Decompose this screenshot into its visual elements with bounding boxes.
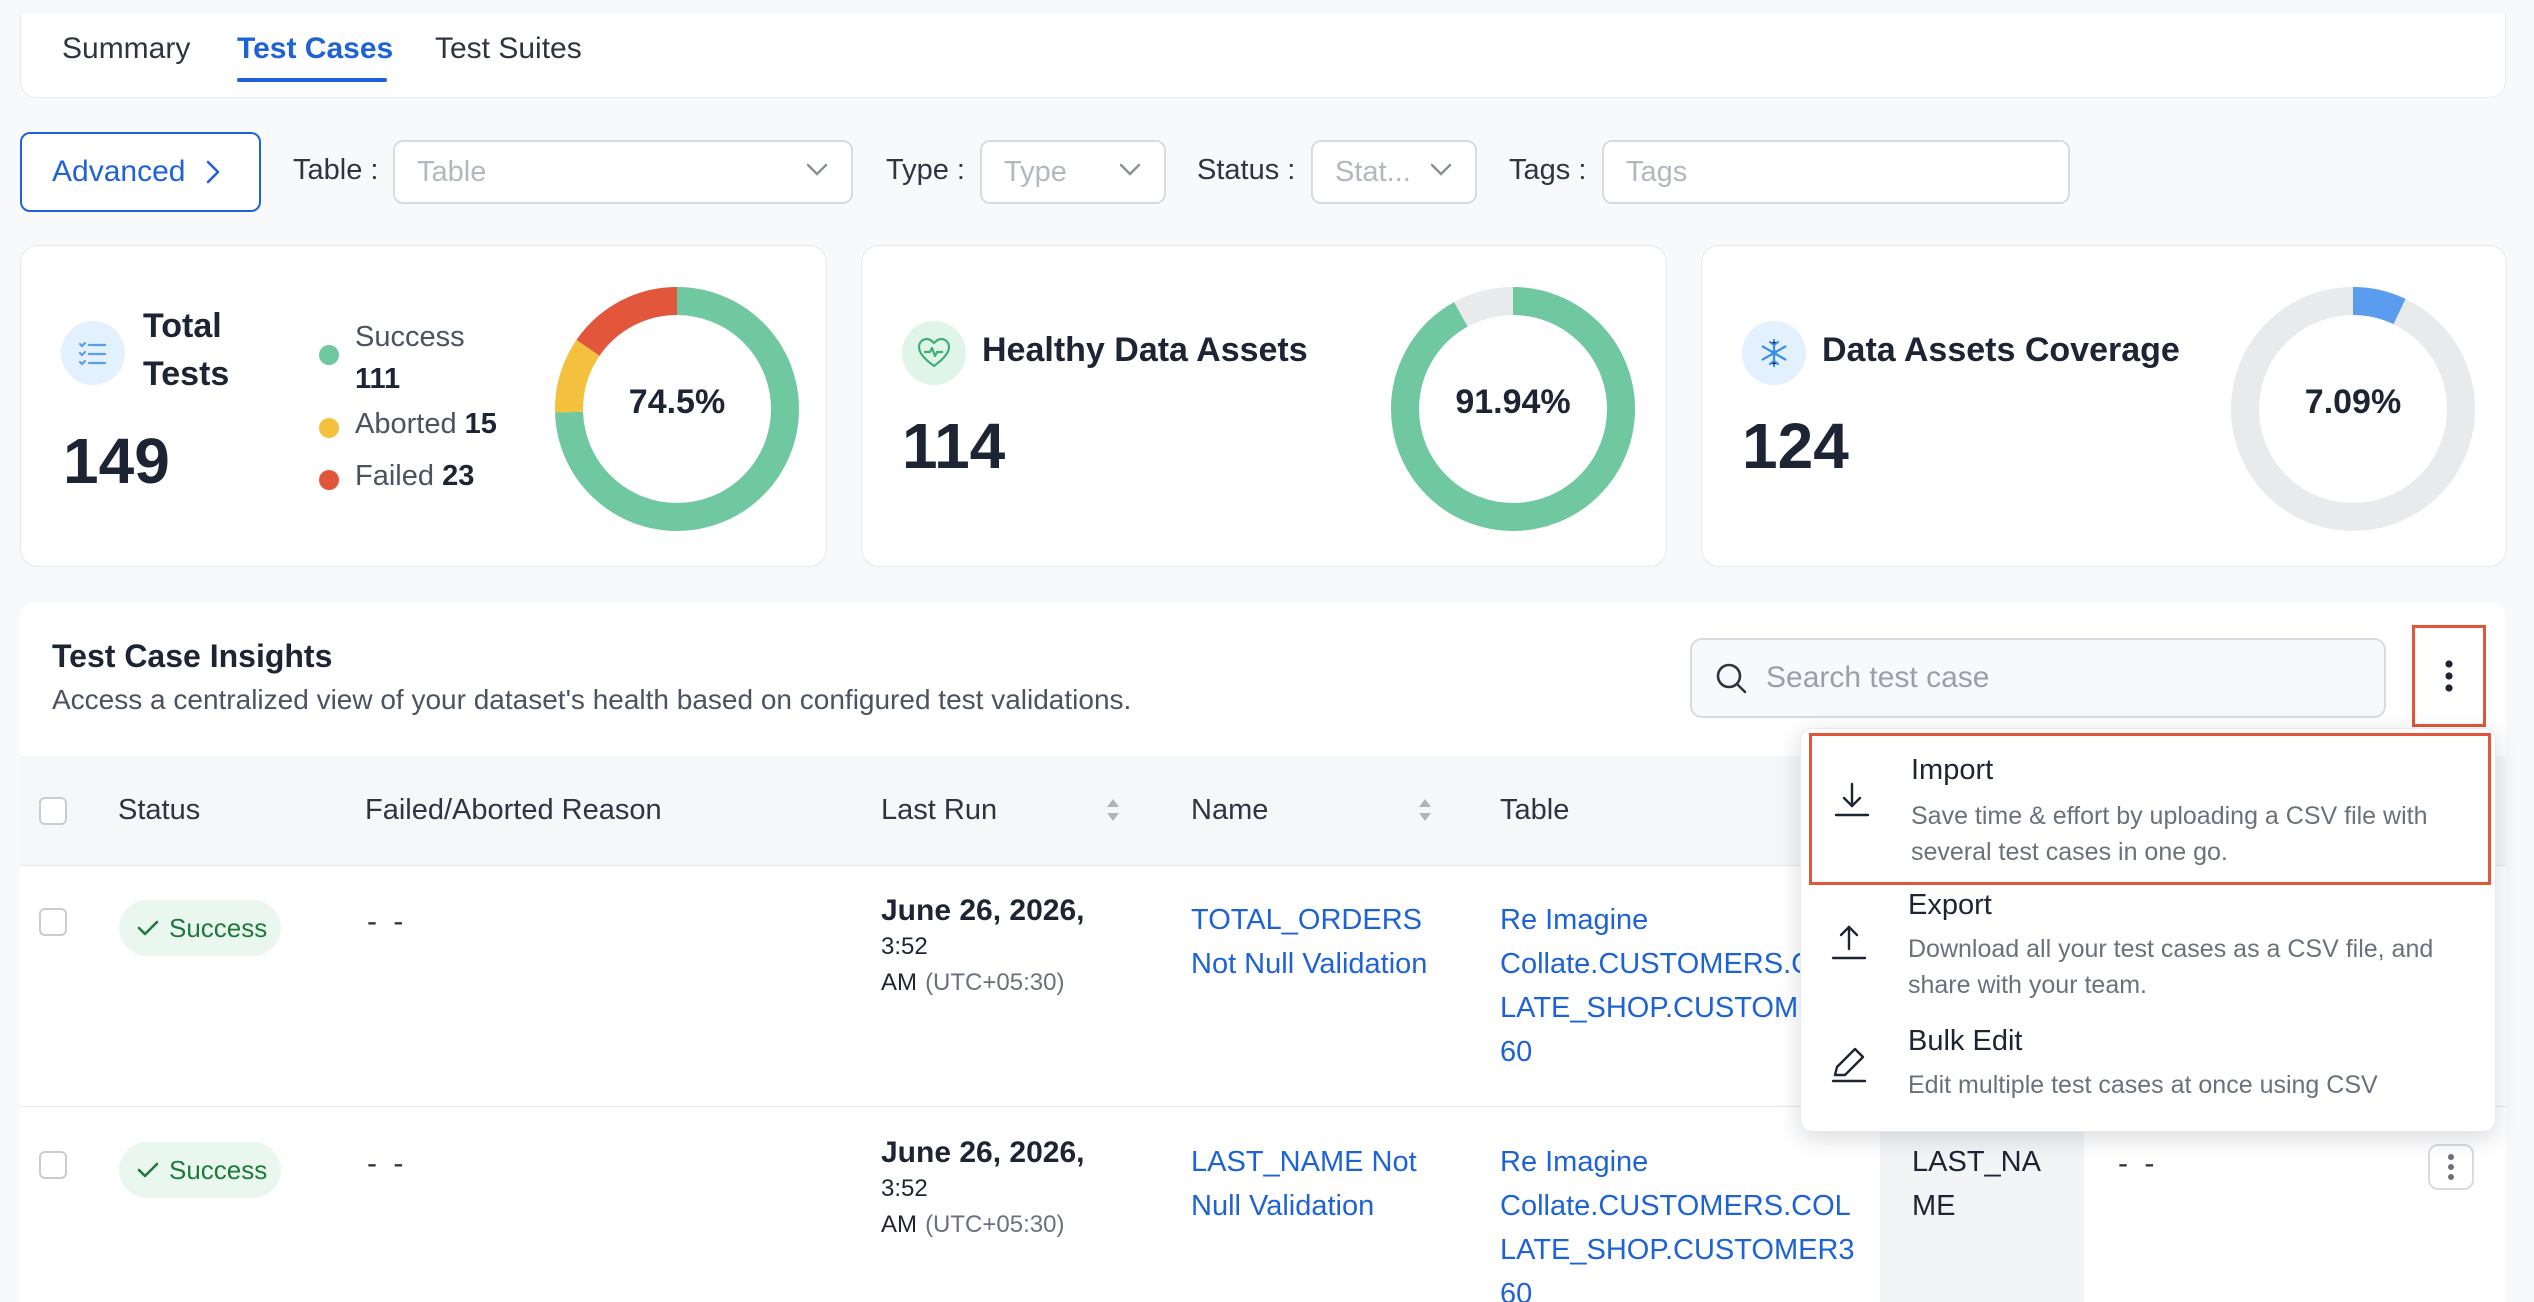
reason-cell: - -: [367, 905, 408, 938]
success-legend: Success 111: [355, 321, 465, 395]
pencil-icon: [1831, 1047, 1867, 1083]
row-checkbox[interactable]: [39, 908, 67, 936]
donut-coverage-segment: [2231, 287, 2475, 531]
coverage-value: 124: [1742, 410, 1849, 482]
tab-test-suites[interactable]: Test Suites: [435, 32, 582, 65]
total-tests-value: 149: [63, 425, 170, 497]
bulk-edit-title: Bulk Edit: [1908, 1025, 2023, 1057]
column-name-cell: LAST_NA ME: [1912, 1146, 2041, 1222]
advanced-button[interactable]: Advanced: [20, 132, 261, 212]
table-link[interactable]: Re Imagine Collate.CUSTOMERS.COL LATE_SHOP…: [1500, 1146, 1855, 1302]
coverage-percent: 7.09%: [2304, 383, 2402, 421]
last-run-column-header[interactable]: Last Run: [881, 794, 998, 826]
donut-aborted-segment: [555, 287, 799, 531]
table-filter-select[interactable]: Table: [393, 140, 853, 204]
row-checkbox[interactable]: [39, 1151, 67, 1179]
status-filter-label: Status :: [1197, 154, 1296, 186]
aborted-legend: Aborted 15: [355, 408, 497, 440]
tags-filter-input[interactable]: Tags: [1602, 140, 2070, 204]
insights-title: Test Case Insights: [52, 638, 333, 674]
healthy-assets-value: 114: [902, 410, 1006, 482]
status-filter-select[interactable]: Stat...: [1311, 140, 1477, 204]
healthy-assets-card: Healthy Data Assets 114 91.94%: [861, 245, 1667, 567]
table-filter-placeholder: Table: [417, 155, 487, 188]
status-column-header: Status: [118, 794, 201, 826]
extra-cell: - -: [2118, 1147, 2159, 1180]
row-divider: [20, 1106, 2506, 1107]
test-case-name-link[interactable]: TOTAL_ORDERS Not Null Validation: [1191, 904, 1428, 980]
more-options-menu: Import Save time & effort by uploading a…: [1800, 728, 2496, 1132]
tab-summary[interactable]: Summary: [62, 32, 191, 65]
type-filter-select[interactable]: Type: [980, 140, 1166, 204]
snowflake-icon: [1742, 321, 1806, 385]
table-filter-label: Table :: [293, 154, 379, 186]
search-test-case-input[interactable]: Search test case: [1690, 638, 2386, 718]
checklist-icon: [61, 321, 125, 385]
last-run-cell: June 26, 2026, 3:52 AM (UTC+05:30): [881, 894, 1085, 996]
check-icon: [137, 920, 159, 936]
import-description: Save time & effort by uploading a CSV fi…: [1911, 802, 2428, 866]
advanced-label: Advanced: [52, 155, 186, 188]
table-link[interactable]: Re Imagine Collate.CUSTOMERS.CO LATE_SHOP.…: [1500, 904, 1835, 1068]
heart-pulse-icon: [902, 321, 966, 385]
donut-failed-segment: [555, 287, 799, 531]
aborted-legend-dot: [319, 418, 339, 438]
upload-icon: [1831, 925, 1867, 960]
insights-subtitle: Access a centralized view of your datase…: [52, 684, 1132, 715]
select-all-checkbox[interactable]: [39, 797, 67, 825]
name-column-header[interactable]: Name: [1191, 794, 1269, 826]
download-icon: [1834, 782, 1870, 817]
total-tests-title: Total Tests: [143, 307, 230, 393]
total-tests-card: Total Tests 149 Success 111 Aborted 15 Fai…: [20, 245, 827, 567]
chevron-down-icon: [806, 163, 828, 176]
sort-icon[interactable]: [1416, 796, 1434, 824]
healthy-assets-donut: [1391, 287, 1635, 531]
healthy-assets-percent: 91.94%: [1455, 383, 1571, 421]
export-title: Export: [1908, 889, 1992, 921]
test-case-name-link[interactable]: LAST_NAME Not Null Validation: [1191, 1146, 1417, 1222]
type-filter-label: Type :: [886, 154, 965, 186]
table-column-header: Table: [1500, 794, 1570, 826]
failed-legend: Failed 23: [355, 460, 475, 492]
kebab-menu-icon: [2448, 1154, 2454, 1180]
status-filter-placeholder: Stat...: [1335, 155, 1411, 188]
active-tab-indicator: [237, 78, 387, 82]
more-options-button[interactable]: [2412, 625, 2486, 727]
status-badge: Success: [119, 1142, 281, 1198]
tags-filter-placeholder: Tags: [1626, 155, 1688, 188]
healthy-assets-title: Healthy Data Assets: [982, 331, 1308, 369]
sort-icon[interactable]: [1104, 796, 1122, 824]
reason-column-header: Failed/Aborted Reason: [365, 794, 662, 826]
column-cell-background: [1880, 1106, 2084, 1302]
success-legend-dot: [319, 345, 339, 365]
last-run-cell: June 26, 2026, 3:52 AM (UTC+05:30): [881, 1136, 1085, 1238]
status-badge: Success: [119, 900, 281, 956]
coverage-title: Data Assets Coverage: [1822, 331, 2180, 369]
kebab-menu-icon: [2445, 660, 2453, 692]
failed-legend-dot: [319, 470, 339, 490]
menu-item-export[interactable]: Export Download all your test cases as a…: [1801, 889, 2497, 1019]
search-placeholder: Search test case: [1766, 661, 1990, 694]
chevron-down-icon: [1430, 163, 1452, 176]
bulk-edit-description: Edit multiple test cases at once using C…: [1908, 1071, 2378, 1099]
search-icon: [1716, 663, 1747, 694]
donut-healthy-segment: [1391, 287, 1635, 531]
reason-cell: - -: [367, 1147, 408, 1180]
tags-filter-label: Tags :: [1509, 154, 1587, 186]
tab-test-cases[interactable]: Test Cases: [237, 32, 394, 65]
row-actions-button[interactable]: [2428, 1144, 2474, 1190]
tab-bar: Summary Test Cases Test Suites: [20, 14, 2506, 98]
type-filter-placeholder: Type: [1004, 155, 1067, 188]
menu-item-import[interactable]: Import Save time & effort by uploading a…: [1809, 733, 2491, 885]
chevron-down-icon: [1119, 163, 1141, 176]
menu-item-bulk-edit[interactable]: Bulk Edit Edit multiple test cases at on…: [1801, 1025, 2497, 1125]
total-tests-donut: [555, 287, 799, 531]
chevron-right-icon: [207, 160, 220, 184]
export-description: Download all your test cases as a CSV fi…: [1908, 935, 2434, 999]
total-tests-percent: 74.5%: [628, 383, 726, 421]
coverage-donut: [2231, 287, 2475, 531]
check-icon: [137, 1162, 159, 1178]
import-title: Import: [1911, 754, 1994, 786]
coverage-card: Data Assets Coverage 124 7.09%: [1701, 245, 2507, 567]
